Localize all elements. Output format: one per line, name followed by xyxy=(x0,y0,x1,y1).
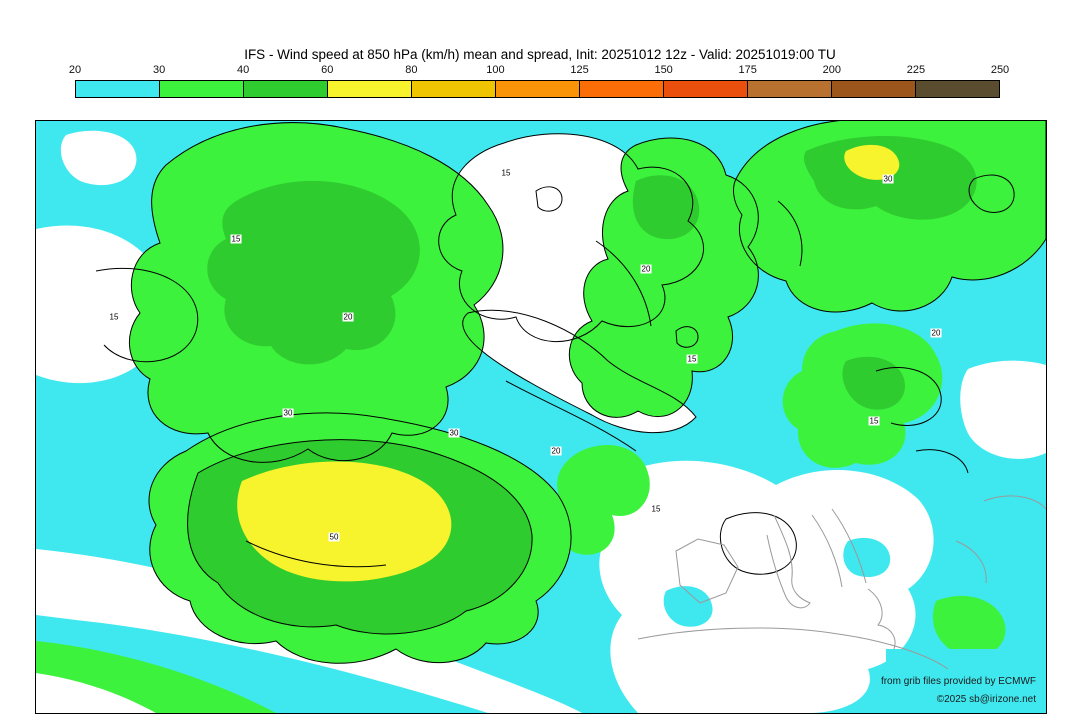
contour-lines-layer xyxy=(95,121,1046,664)
colorbar-tick-label: 225 xyxy=(906,64,926,76)
colorbar-tick-label: 125 xyxy=(570,64,589,76)
contour-label: 20 xyxy=(930,328,942,338)
colorbar-tick-label: 250 xyxy=(990,64,1010,76)
colorbar-tick-label: 40 xyxy=(237,64,250,76)
contour-label: 15 xyxy=(108,312,120,322)
colorbar-tick-label: 175 xyxy=(738,64,757,76)
contour-label: 15 xyxy=(500,168,512,178)
colorbar-segment xyxy=(76,81,160,97)
contour-label: 50 xyxy=(328,532,340,542)
colorbar-segments xyxy=(75,80,1000,98)
colorbar-segment xyxy=(916,81,999,97)
colorbar-segment xyxy=(748,81,832,97)
contour-label: 15 xyxy=(650,504,662,514)
colorbar-segment xyxy=(412,81,496,97)
contour-label: 15 xyxy=(868,416,880,426)
colorbar-segment xyxy=(664,81,748,97)
page-title: IFS - Wind speed at 850 hPa (km/h) mean … xyxy=(244,47,836,62)
contour-label: 30 xyxy=(282,408,294,418)
colorbar-segment xyxy=(496,81,580,97)
colorbar-segment xyxy=(580,81,664,97)
contour-label: 20 xyxy=(640,264,652,274)
attribution-source: from grib files provided by ECMWF xyxy=(880,676,1036,687)
colorbar-tick-label: 100 xyxy=(486,64,505,76)
colorbar-tick-label: 30 xyxy=(152,64,166,76)
attribution-copyright: ©2025 sb@irizone.net xyxy=(936,693,1036,705)
contour-label: 30 xyxy=(448,428,460,438)
colorbar-ticks: 20 30 40 60 80 100 125 150 175 200 225 250 xyxy=(69,64,1009,80)
contour-label: 15 xyxy=(686,354,698,364)
colorbar: 20 30 40 60 80 100 125 150 175 200 225 250 xyxy=(69,64,1009,98)
colorbar-tick-label: 200 xyxy=(822,64,841,76)
attribution: from grib files provided by ECMWF ©2025 … xyxy=(881,673,1036,708)
map-canvas: 15 20 15 30 50 30 15 20 15 30 20 15 15 20 from grib f… xyxy=(35,120,1047,714)
contour-label: 20 xyxy=(342,312,354,322)
colorbar-segment xyxy=(328,81,412,97)
contour-label: 30 xyxy=(882,174,894,184)
contour-label: 15 xyxy=(230,234,242,244)
colorbar-tick-label: 20 xyxy=(68,64,82,76)
colorbar-tick-label: 80 xyxy=(405,64,418,76)
colorbar-tick-label: 150 xyxy=(654,64,673,76)
contour-label: 20 xyxy=(550,446,562,456)
colorbar-segment xyxy=(160,81,244,97)
coastlines-layer xyxy=(637,495,1046,670)
colorbar-segment xyxy=(832,81,916,97)
colorbar-tick-label: 60 xyxy=(321,64,334,76)
contour-labels-layer: 15 20 15 30 50 30 15 20 15 30 20 15 15 20 xyxy=(36,121,1046,713)
colorbar-segment xyxy=(244,81,328,97)
